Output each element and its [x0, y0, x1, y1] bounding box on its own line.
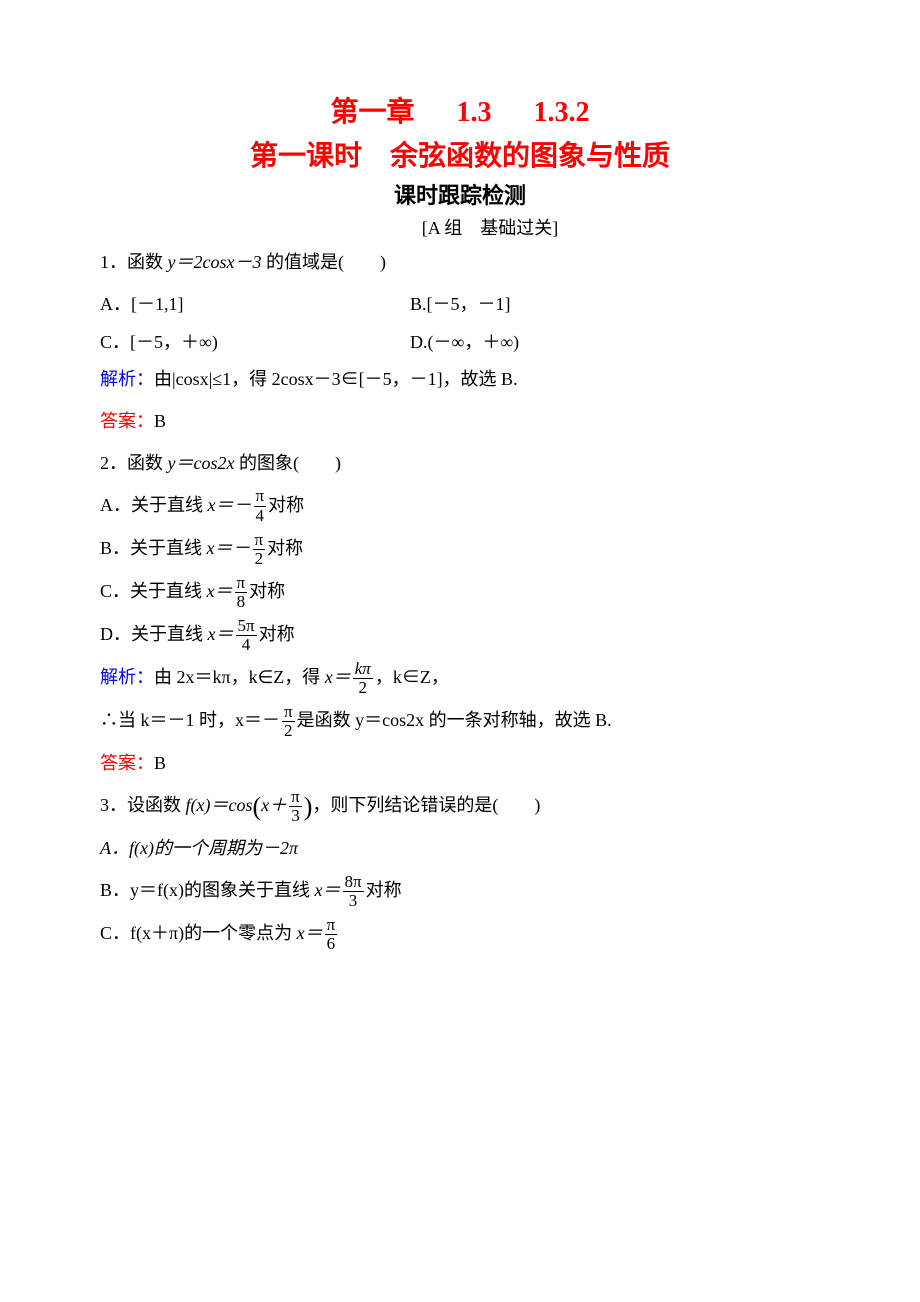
fraction: kπ2	[353, 660, 373, 698]
frac-num: π	[325, 916, 338, 936]
chapter-prefix: 第一章	[330, 97, 414, 128]
chapter-heading: 第一章 1.3 1.3.2	[100, 90, 820, 130]
q2-optC-suffix: 对称	[249, 581, 285, 601]
frac-den: 8	[235, 593, 248, 612]
frac-num: π	[253, 531, 266, 551]
q2-optC-x: x＝	[207, 581, 233, 601]
lesson-title: 第一课时 余弦函数的图象与性质	[100, 134, 820, 174]
q1-optD: D.(－∞，＋∞)	[410, 324, 720, 362]
q1-row2: C．[－5，＋∞) D.(－∞，＋∞)	[100, 324, 820, 362]
frac-den: 3	[289, 807, 302, 826]
frac-den: 4	[254, 507, 267, 526]
q1-stem-suffix: 的值域是( )	[261, 252, 386, 272]
frac-num: π	[254, 487, 267, 507]
frac-den: 2	[353, 679, 373, 698]
q1-stem: 1．函数 y＝2cosx－3 的值域是( )	[100, 244, 820, 282]
q1-optA: A．[－1,1]	[100, 286, 410, 324]
q3-inner-a: x＋	[261, 795, 287, 815]
q1-stem-prefix: 1．函数	[100, 252, 168, 272]
tracking-title: 课时跟踪检测	[100, 178, 820, 210]
fraction: π8	[235, 574, 248, 612]
q2-a1c: ，k∈Z，	[375, 667, 449, 687]
fraction: π3	[289, 788, 302, 826]
analysis-label: 解析：	[100, 667, 154, 687]
answer-label: 答案：	[100, 753, 154, 773]
frac-den: 2	[253, 550, 266, 569]
q1-analysis: 解析：由|cosx|≤1，得 2cosx－3∈[－5，－1]，故选 B.	[100, 361, 820, 399]
q2-optA: A．关于直线 x＝－π4对称	[100, 487, 820, 526]
q3-optB-suffix: 对称	[366, 880, 402, 900]
q3-optC: C．f(x＋π)的一个零点为 x＝π6	[100, 915, 820, 954]
q1-optB: B.[－5，－1]	[410, 286, 720, 324]
fraction: π4	[254, 487, 267, 525]
q2-optD-x: x＝	[208, 624, 234, 644]
q1-optC: C．[－5，＋∞)	[100, 324, 410, 362]
q2-optB-x: x＝－	[207, 538, 251, 558]
q3-stem: 3．设函数 f(x)＝cos(x＋π3)，则下列结论错误的是( )	[100, 787, 820, 826]
q1-expr: y＝2cosx－3	[168, 252, 262, 272]
q2-optA-prefix: A．关于直线	[100, 495, 208, 515]
q3-optB-prefix: B．y＝f(x)的图象关于直线	[100, 880, 315, 900]
q1-analysis-text: 由|cosx|≤1，得 2cosx－3∈[－5，－1]，故选 B.	[154, 369, 518, 389]
frac-den: 4	[236, 636, 257, 655]
q2-expr: y＝cos2x	[168, 453, 235, 473]
frac-num: 5π	[236, 617, 257, 637]
q2-a2a: ∴当 k＝－1 时，x＝－	[100, 710, 280, 730]
q2-answer-value: B	[154, 753, 166, 773]
q2-analysis-line1: 解析：由 2x＝kπ，k∈Z，得 x＝kπ2，k∈Z，	[100, 659, 820, 698]
analysis-label: 解析：	[100, 369, 154, 389]
answer-label: 答案：	[100, 411, 154, 431]
q3-optB: B．y＝f(x)的图象关于直线 x＝8π3对称	[100, 872, 820, 911]
section-number: 1.3	[457, 97, 492, 128]
q3-optA-text: A．f(x)的一个周期为－2π	[100, 838, 298, 858]
q2-optB: B．关于直线 x＝－π2对称	[100, 530, 820, 569]
q1-answer-value: B	[154, 411, 166, 431]
q3-optC-x: x＝	[297, 923, 323, 943]
fraction: π2	[253, 531, 266, 569]
frac-num: kπ	[353, 660, 373, 680]
q2-stem: 2．函数 y＝cos2x 的图象( )	[100, 445, 820, 483]
q2-optA-x: x＝－	[208, 495, 252, 515]
q2-optB-suffix: 对称	[267, 538, 303, 558]
q1-answer: 答案：B	[100, 403, 820, 441]
q2-optD-suffix: 对称	[259, 624, 295, 644]
q3-optA: A．f(x)的一个周期为－2π	[100, 830, 820, 868]
group-label: [A 组 基础过关]	[100, 214, 820, 240]
frac-den: 2	[282, 722, 295, 741]
q2-stem-prefix: 2．函数	[100, 453, 168, 473]
fraction: π6	[325, 916, 338, 954]
q2-optD-prefix: D．关于直线	[100, 624, 208, 644]
frac-num: π	[282, 703, 295, 723]
q2-analysis-line2: ∴当 k＝－1 时，x＝－π2是函数 y＝cos2x 的一条对称轴，故选 B.	[100, 702, 820, 741]
q1-row1: A．[－1,1] B.[－5，－1]	[100, 286, 820, 324]
q2-answer: 答案：B	[100, 745, 820, 783]
q2-optB-prefix: B．关于直线	[100, 538, 207, 558]
q2-a1a: 由 2x＝kπ，k∈Z，得	[154, 667, 325, 687]
q3-stem-prefix: 3．设函数	[100, 795, 186, 815]
fraction: 5π4	[236, 617, 257, 655]
frac-den: 3	[343, 892, 364, 911]
q3-optC-prefix: C．f(x＋π)的一个零点为	[100, 923, 297, 943]
q2-optD: D．关于直线 x＝5π4对称	[100, 616, 820, 655]
frac-num: π	[235, 574, 248, 594]
document-page: 第一章 1.3 1.3.2 第一课时 余弦函数的图象与性质 课时跟踪检测 [A …	[0, 0, 920, 1302]
fraction: π2	[282, 703, 295, 741]
frac-num: π	[289, 788, 302, 808]
q2-a1b: x＝	[325, 667, 351, 687]
q2-optC: C．关于直线 x＝π8对称	[100, 573, 820, 612]
q2-optA-suffix: 对称	[268, 495, 304, 515]
q3-f: f(x)＝cos	[186, 795, 253, 815]
q2-a2b: 是函数 y＝cos2x 的一条对称轴，故选 B.	[297, 710, 612, 730]
frac-den: 6	[325, 935, 338, 954]
paren-left-icon: (	[252, 794, 261, 820]
q3-stem-suffix: ，则下列结论错误的是( )	[312, 795, 540, 815]
fraction: 8π3	[343, 873, 364, 911]
q2-stem-suffix: 的图象( )	[234, 453, 341, 473]
q2-optC-prefix: C．关于直线	[100, 581, 207, 601]
frac-num: 8π	[343, 873, 364, 893]
q3-optB-x: x＝	[315, 880, 341, 900]
subsection-number: 1.3.2	[534, 97, 590, 128]
